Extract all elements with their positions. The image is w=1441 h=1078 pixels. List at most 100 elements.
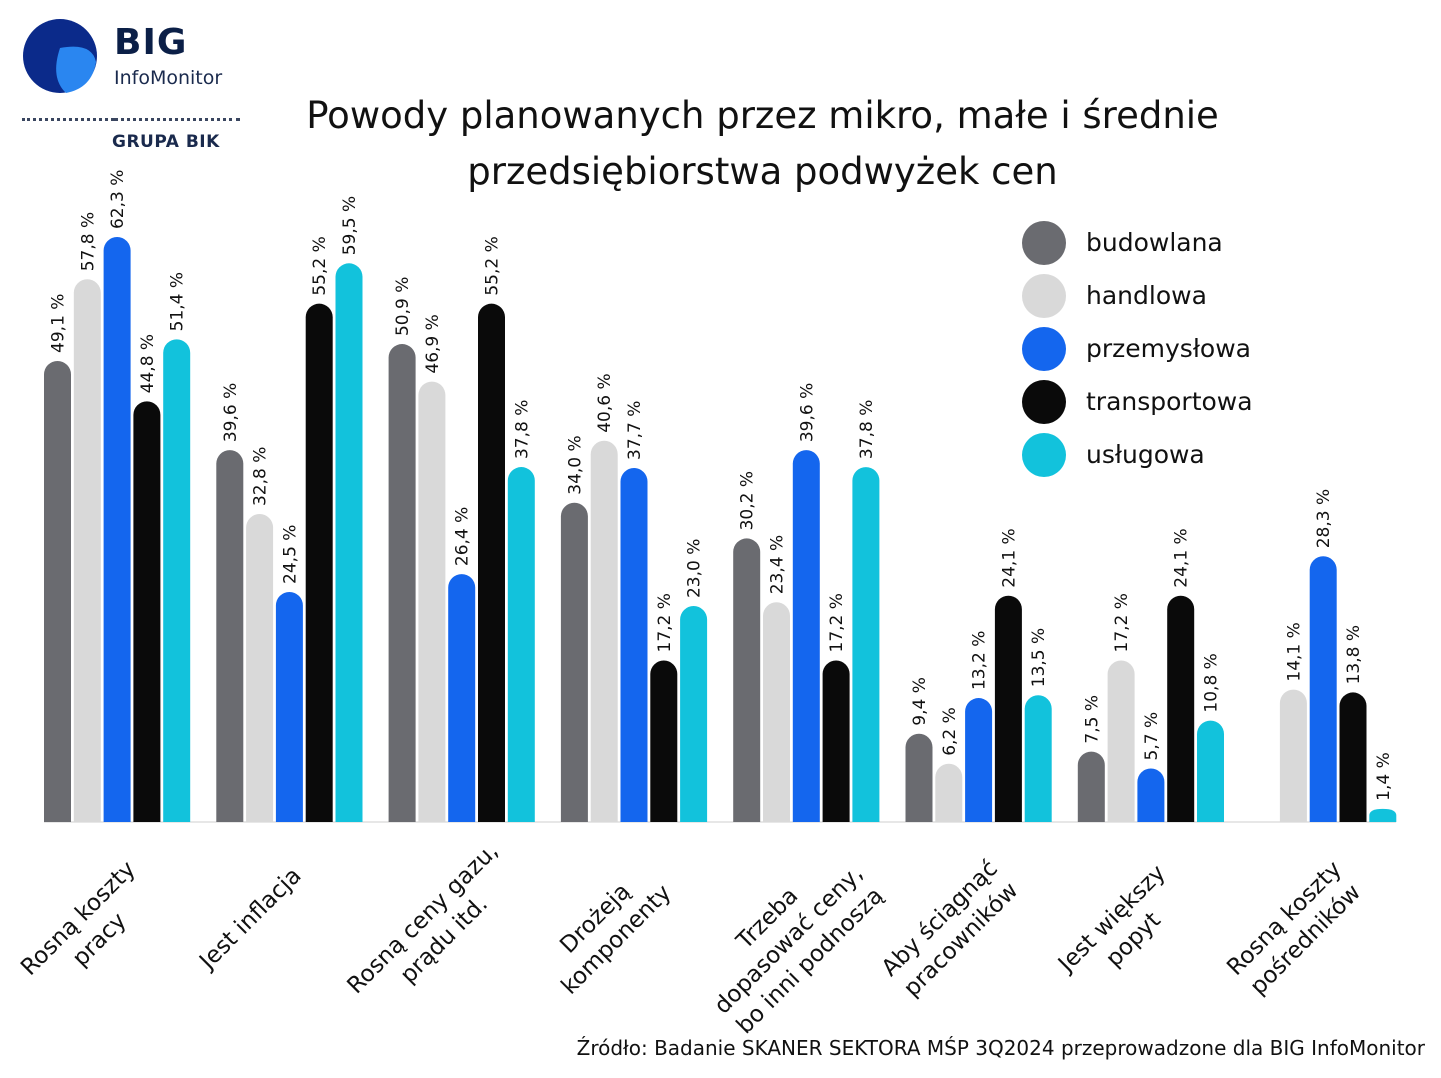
bar-transportowa: [1339, 692, 1367, 822]
big-infomonitor-logo: BIG InfoMonitor GRUPA BIK: [22, 18, 242, 158]
bar-handlowa: [1107, 660, 1135, 822]
data-label: 17,2 %: [655, 593, 675, 652]
data-label: 17,2 %: [827, 593, 847, 652]
data-label: 6,2 %: [940, 707, 960, 756]
data-label: 26,4 %: [453, 507, 473, 566]
bar-handlowa: [1279, 689, 1307, 822]
bar-transportowa: [1167, 595, 1195, 822]
logo-circle-icon: [23, 19, 97, 93]
legend-swatch: [1022, 379, 1066, 424]
data-label: 7,5 %: [1082, 695, 1102, 744]
bar-uslugowa: [335, 263, 363, 823]
data-label: 37,8 %: [512, 400, 532, 459]
bar-przemyslowa: [1309, 556, 1337, 822]
bar-uslugowa: [1369, 808, 1397, 822]
bar-transportowa: [133, 401, 161, 822]
data-label: 49,1 %: [49, 294, 69, 353]
bar-budowlana: [733, 538, 761, 822]
bar-uslugowa: [163, 339, 191, 822]
logo-divider: [114, 118, 240, 121]
data-label: 28,3 %: [1314, 489, 1334, 548]
data-label: 55,2 %: [483, 236, 503, 295]
data-label: 13,8 %: [1344, 625, 1364, 684]
bar-przemyslowa: [620, 467, 648, 822]
chart-legend: budowlana handlowa przemysłowa transportowa…: [1022, 216, 1253, 481]
legend-item-handlowa: handlowa: [1022, 269, 1253, 322]
legend-item-przemyslowa: przemysłowa: [1022, 322, 1253, 375]
bar-handlowa: [590, 440, 618, 822]
logo-brand: BIG: [114, 22, 188, 63]
bar-budowlana: [905, 733, 933, 822]
legend-label: budowlana: [1086, 228, 1223, 257]
legend-label: transportowa: [1086, 387, 1253, 416]
legend-label: handlowa: [1086, 281, 1207, 310]
data-label: 13,2 %: [970, 631, 990, 690]
bar-uslugowa: [680, 606, 708, 822]
chart-title-line-1: Powody planowanych przez mikro, małe i ś…: [306, 94, 1219, 137]
data-label: 50,9 %: [393, 277, 413, 336]
bar-przemyslowa: [275, 591, 303, 822]
data-label: 57,8 %: [78, 212, 98, 271]
bar-transportowa: [478, 303, 505, 823]
legend-item-transportowa: transportowa: [1022, 375, 1253, 428]
logo-group: GRUPA BIK: [112, 132, 220, 152]
data-label: 9,4 %: [910, 677, 930, 726]
legend-swatch: [1022, 432, 1066, 477]
data-label: 39,6 %: [221, 383, 241, 442]
bar-budowlana: [560, 502, 588, 822]
data-label: 37,8 %: [857, 400, 877, 459]
bar-handlowa: [935, 763, 963, 822]
data-label: 51,4 %: [168, 272, 188, 331]
bar-budowlana: [388, 344, 416, 822]
data-label: 34,0 %: [565, 435, 585, 494]
category-label-line: Jest inflacja: [193, 863, 306, 976]
legend-swatch: [1022, 273, 1066, 318]
bar-przemyslowa: [792, 450, 820, 822]
data-label: 5,7 %: [1142, 712, 1162, 761]
bar-handlowa: [246, 514, 274, 822]
bar-przemyslowa: [103, 237, 131, 822]
bar-budowlana: [44, 360, 71, 822]
data-label: 46,9 %: [423, 314, 443, 373]
data-label: 24,1 %: [1172, 528, 1192, 587]
logo-divider-left: [22, 118, 114, 121]
category-label: Jest inflacja: [193, 863, 306, 976]
bar-przemyslowa: [1137, 768, 1165, 822]
bar-uslugowa: [1197, 720, 1224, 822]
category-label: Rosną ceny gazu,prądu itd.: [342, 838, 503, 999]
source-note: Źródło: Badanie SKANER SEKTORA MŚP 3Q202…: [576, 1036, 1425, 1060]
bar-budowlana: [1077, 751, 1105, 822]
data-label: 37,7 %: [625, 401, 645, 460]
bar-transportowa: [305, 303, 333, 823]
bar-uslugowa: [507, 467, 535, 822]
bar-handlowa: [763, 602, 790, 822]
bar-transportowa: [650, 660, 678, 822]
data-label: 30,2 %: [738, 471, 758, 530]
data-label: 24,5 %: [280, 525, 300, 584]
legend-swatch: [1022, 326, 1066, 371]
legend-item-uslugowa: usługowa: [1022, 428, 1253, 481]
data-label: 23,0 %: [685, 539, 705, 598]
bar-handlowa: [73, 279, 101, 822]
legend-swatch: [1022, 220, 1066, 265]
bar-uslugowa: [852, 467, 880, 822]
bar-przemyslowa: [448, 574, 476, 822]
data-label: 10,8 %: [1202, 653, 1222, 712]
bar-transportowa: [822, 660, 850, 822]
data-label: 62,3 %: [108, 170, 128, 229]
data-label: 13,5 %: [1029, 628, 1049, 687]
bar-transportowa: [994, 595, 1022, 822]
data-label: 14,1 %: [1284, 622, 1304, 681]
data-label: 44,8 %: [138, 334, 158, 393]
data-label: 23,4 %: [768, 535, 788, 594]
legend-label: usługowa: [1086, 440, 1205, 469]
chart-title-line-2: przedsiębiorstwa podwyżek cen: [467, 150, 1058, 193]
bar-przemyslowa: [965, 698, 993, 822]
